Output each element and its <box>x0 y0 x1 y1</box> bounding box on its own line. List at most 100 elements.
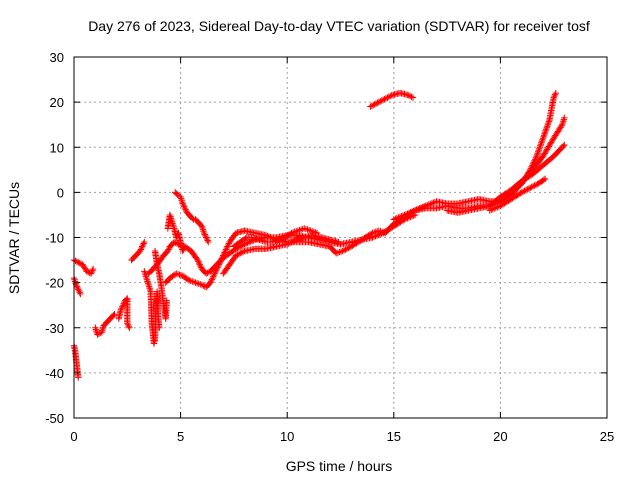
data-point <box>225 240 233 247</box>
data-point <box>407 209 414 216</box>
data-point <box>74 284 81 292</box>
data-point <box>219 253 226 261</box>
data-point <box>244 239 251 247</box>
data-point <box>531 182 538 189</box>
y-tick-label: -30 <box>45 321 64 336</box>
data-point <box>542 127 549 134</box>
data-point <box>378 97 385 104</box>
y-tick-label: 10 <box>50 140 64 155</box>
data-point <box>384 94 391 101</box>
series-arc-n <box>230 225 321 250</box>
data-point <box>368 102 375 110</box>
data-point <box>120 300 127 307</box>
x-tick-label: 15 <box>387 429 401 444</box>
data-point <box>163 297 170 304</box>
data-point <box>209 274 216 282</box>
data-point <box>261 238 268 245</box>
data-point <box>171 238 178 246</box>
data-point <box>141 238 148 246</box>
data-point <box>536 145 543 152</box>
data-point <box>254 235 262 243</box>
data-point <box>181 243 189 250</box>
data-point <box>312 229 319 236</box>
data-point <box>220 252 227 259</box>
series-arc-o <box>367 89 417 110</box>
x-tick-label: 10 <box>280 429 294 444</box>
data-point <box>75 287 83 295</box>
data-point <box>486 207 493 214</box>
data-point <box>288 229 295 237</box>
data-point <box>269 238 276 246</box>
data-point <box>94 331 101 338</box>
data-point <box>119 301 127 309</box>
data-point <box>89 267 96 274</box>
series-arc-d <box>92 311 118 338</box>
series-arc-l <box>172 189 212 246</box>
data-point <box>214 264 221 271</box>
data-point <box>540 133 547 140</box>
data-point <box>301 225 308 232</box>
data-point <box>265 233 273 240</box>
data-point <box>237 250 244 257</box>
data-point <box>375 98 383 106</box>
data-point <box>216 259 223 267</box>
data-point <box>215 261 223 268</box>
data-point <box>238 249 245 256</box>
data-point <box>211 270 218 277</box>
data-point <box>539 136 546 143</box>
data-point <box>242 235 249 242</box>
data-point <box>208 276 216 283</box>
series-arc-s <box>486 175 549 214</box>
data-point <box>342 246 349 253</box>
data-point <box>173 270 180 277</box>
data-point <box>180 203 188 210</box>
data-point <box>545 119 552 127</box>
data-point <box>220 250 228 258</box>
data-point <box>551 91 559 98</box>
data-point <box>286 230 294 238</box>
data-point <box>197 221 205 229</box>
data-point <box>392 215 399 223</box>
data-point <box>259 237 266 245</box>
data-point <box>88 268 95 276</box>
data-point <box>406 92 414 100</box>
data-point <box>528 183 535 191</box>
data-point <box>544 122 551 130</box>
x-tick-label: 25 <box>600 429 614 444</box>
data-point <box>495 203 503 210</box>
data-point <box>202 234 210 241</box>
data-point <box>224 243 231 250</box>
data-point <box>405 209 413 217</box>
data-point <box>294 227 302 234</box>
data-point <box>536 144 544 151</box>
data-point <box>156 324 163 331</box>
data-point <box>75 286 82 293</box>
data-point <box>242 240 250 247</box>
data-point <box>543 126 550 133</box>
data-point <box>538 139 545 146</box>
data-point <box>189 215 196 222</box>
data-point <box>75 259 82 266</box>
data-point <box>83 268 90 275</box>
data-point <box>535 147 542 154</box>
data-point <box>297 226 305 233</box>
data-point <box>256 236 263 243</box>
data-point <box>223 244 230 252</box>
data-point <box>222 246 230 253</box>
data-point <box>73 258 81 265</box>
data-point <box>340 247 348 254</box>
data-point <box>235 250 243 258</box>
data-point <box>202 232 209 240</box>
data-point <box>537 142 544 149</box>
data-point <box>247 238 254 245</box>
series-arc-r <box>443 141 568 216</box>
data-point <box>232 252 240 259</box>
data-point <box>374 99 381 107</box>
data-point <box>430 199 437 206</box>
data-point <box>293 228 300 235</box>
axis-ticks: 0 5 10 15 20 25 -50 -40 -30 -20 -10 0 10 20 30 <box>45 50 614 444</box>
data-point <box>126 324 133 331</box>
data-point <box>177 272 185 279</box>
data-point <box>401 211 408 219</box>
data-point <box>377 98 384 105</box>
